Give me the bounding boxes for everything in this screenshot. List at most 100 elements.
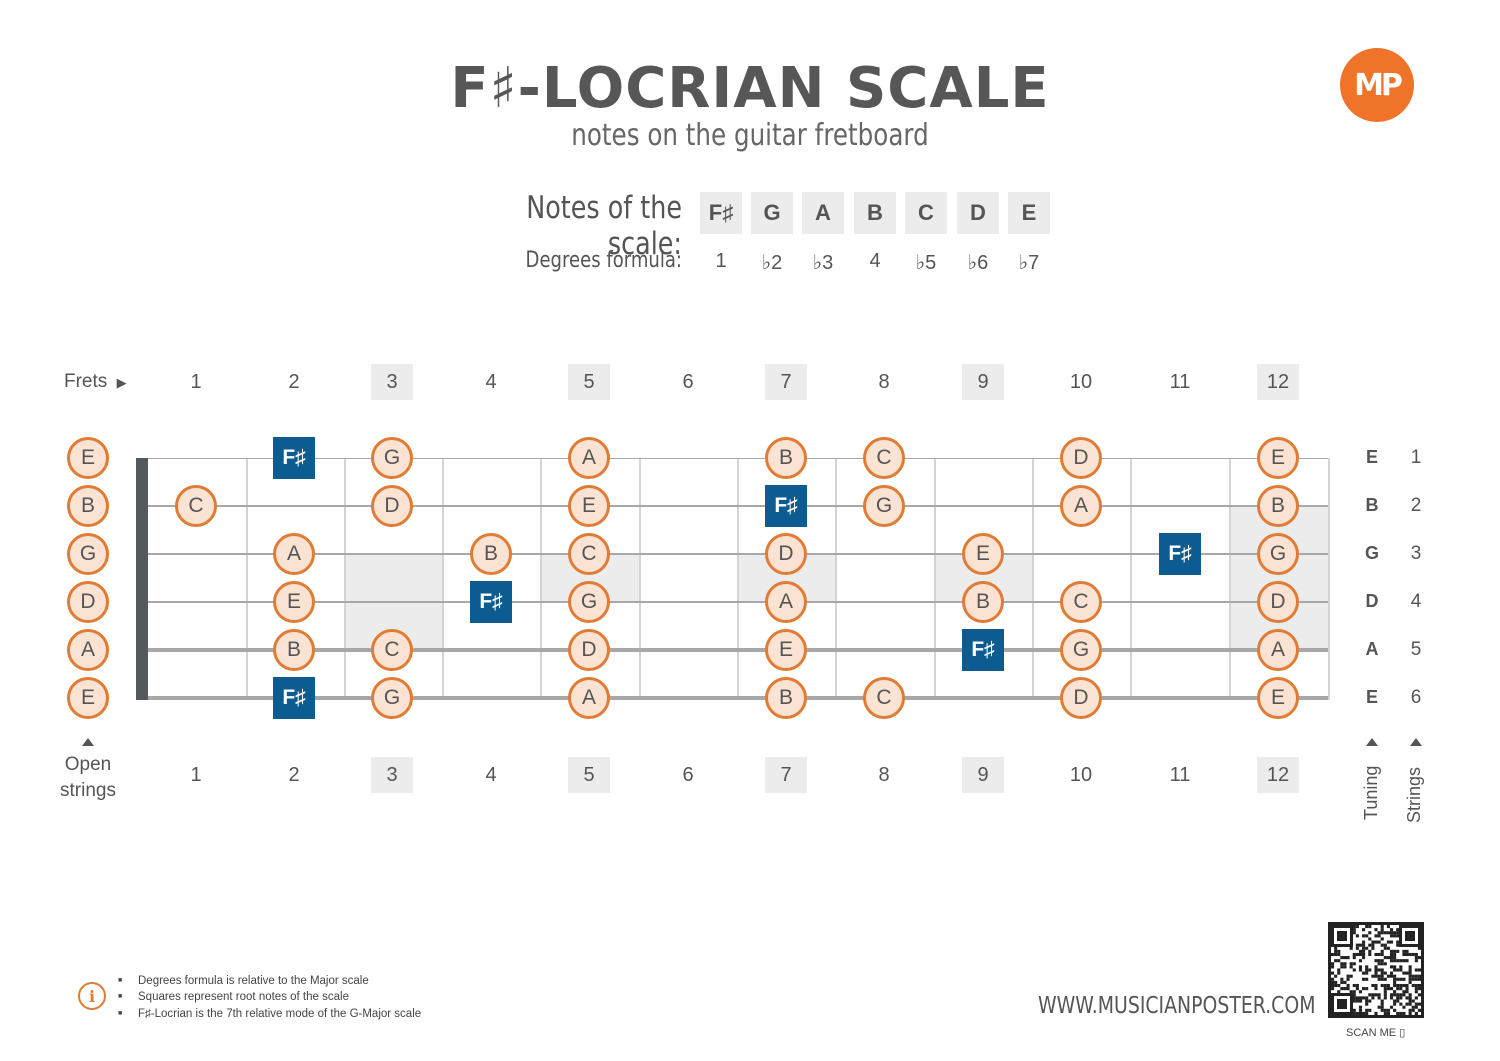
fret-number-top: 10 bbox=[1069, 370, 1093, 393]
page-title: F♯-LOCRIAN SCALE bbox=[450, 56, 1050, 121]
scale-note-circle: C bbox=[371, 629, 413, 671]
root-note-square: F♯ bbox=[273, 437, 315, 479]
degree-value: 4 bbox=[869, 250, 881, 272]
website-link[interactable]: WWW.MUSICIANPOSTER.COM bbox=[1038, 993, 1316, 1019]
scale-note-circle: C bbox=[863, 677, 905, 719]
scale-note-circle: D bbox=[568, 629, 610, 671]
scale-note-box: F♯ bbox=[700, 192, 742, 234]
scale-note-circle: D bbox=[765, 533, 807, 575]
open-strings-label-line1: Open bbox=[64, 754, 112, 775]
scale-note-circle: E bbox=[962, 533, 1004, 575]
fret-wire bbox=[934, 458, 936, 700]
tuning-note: E bbox=[1365, 687, 1378, 707]
fret-number-bottom: 9 bbox=[962, 757, 1004, 793]
scale-note-circle: D bbox=[1257, 581, 1299, 623]
scale-note-box: G bbox=[751, 192, 793, 234]
fret-number-top: 1 bbox=[190, 370, 202, 393]
tuning-label: Tuning bbox=[1361, 765, 1381, 820]
scale-note-circle: D bbox=[1060, 437, 1102, 479]
fret-number-top: 7 bbox=[765, 364, 807, 400]
fret-number-top: 8 bbox=[878, 370, 890, 393]
tuning-note: G bbox=[1364, 543, 1379, 563]
scan-me-label: SCAN ME ▯ bbox=[1346, 1026, 1405, 1039]
open-string-note: D bbox=[67, 581, 109, 623]
scale-note-box: E bbox=[1008, 192, 1050, 234]
fret-number-bottom: 2 bbox=[288, 763, 300, 786]
root-note-square: F♯ bbox=[1159, 533, 1201, 575]
fret-number-bottom: 3 bbox=[371, 757, 413, 793]
fret-number-bottom: 7 bbox=[765, 757, 807, 793]
footnote-item: Degrees formula is relative to the Major… bbox=[118, 973, 421, 989]
play-arrow-icon: ▶ bbox=[116, 375, 127, 390]
frets-label-text: Frets bbox=[64, 371, 108, 392]
scale-note-circle: A bbox=[273, 533, 315, 575]
scale-note-circle: B bbox=[765, 677, 807, 719]
scale-note-circle: E bbox=[273, 581, 315, 623]
musicianposter-logo: MP bbox=[1340, 48, 1414, 122]
guitar-string bbox=[136, 648, 1328, 652]
scale-note-circle: G bbox=[371, 677, 413, 719]
open-string-note: G bbox=[67, 533, 109, 575]
string-number: 1 bbox=[1410, 447, 1422, 468]
tuning-note: A bbox=[1365, 639, 1379, 659]
open-strings-label-line2: strings bbox=[60, 780, 116, 801]
footnote-item: Squares represent root notes of the scal… bbox=[118, 989, 421, 1005]
tuning-note: D bbox=[1365, 591, 1379, 611]
open-strings-label: Open strings bbox=[48, 752, 128, 804]
fret-wire bbox=[246, 458, 248, 700]
degree-value: ♭5 bbox=[915, 252, 937, 274]
fret-inlay-shade bbox=[1229, 506, 1328, 650]
guitar-string bbox=[136, 457, 1328, 459]
tuning-note: E bbox=[1365, 447, 1378, 467]
fret-number-bottom: 10 bbox=[1069, 763, 1093, 786]
frets-label: Frets ▶ bbox=[64, 371, 127, 393]
scale-note-circle: B bbox=[273, 629, 315, 671]
phone-icon: ▯ bbox=[1399, 1027, 1406, 1039]
string-number: 5 bbox=[1410, 639, 1422, 660]
info-icon: i bbox=[78, 982, 106, 1010]
fret-wire bbox=[737, 458, 739, 700]
degree-value: ♭2 bbox=[761, 252, 783, 274]
open-string-note: B bbox=[67, 485, 109, 527]
fret-number-bottom: 12 bbox=[1257, 757, 1299, 793]
guitar-string bbox=[136, 552, 1328, 556]
string-number: 4 bbox=[1410, 591, 1422, 612]
fret-number-top: 12 bbox=[1257, 364, 1299, 400]
scale-note-circle: B bbox=[962, 581, 1004, 623]
root-note-square: F♯ bbox=[765, 485, 807, 527]
fret-wire bbox=[442, 458, 444, 700]
open-string-note: A bbox=[67, 629, 109, 671]
scale-note-circle: A bbox=[1060, 485, 1102, 527]
degree-value: 1 bbox=[715, 250, 727, 272]
scale-note-box: C bbox=[905, 192, 947, 234]
scale-note-circle: G bbox=[568, 581, 610, 623]
degree-value: ♭6 bbox=[967, 252, 989, 274]
footnote-item: F♯-Locrian is the 7th relative mode of t… bbox=[118, 1006, 421, 1022]
fret-number-top: 9 bbox=[962, 364, 1004, 400]
root-note-square: F♯ bbox=[962, 629, 1004, 671]
open-string-note: E bbox=[67, 677, 109, 719]
scale-note-circle: C bbox=[1060, 581, 1102, 623]
scale-note-circle: B bbox=[765, 437, 807, 479]
fret-wire bbox=[835, 458, 837, 700]
scale-note-circle: E bbox=[1257, 437, 1299, 479]
guitar-string bbox=[136, 600, 1328, 604]
scale-note-box: A bbox=[802, 192, 844, 234]
fret-number-bottom: 6 bbox=[682, 763, 694, 786]
tuning-note: B bbox=[1365, 495, 1379, 515]
fret-wire bbox=[540, 458, 542, 700]
fret-number-top: 11 bbox=[1169, 370, 1191, 393]
scale-note-circle: G bbox=[371, 437, 413, 479]
scale-note-circle: C bbox=[568, 533, 610, 575]
scale-note-circle: E bbox=[765, 629, 807, 671]
degree-value: ♭7 bbox=[1018, 252, 1040, 274]
fret-number-bottom: 5 bbox=[568, 757, 610, 793]
degree-value: ♭3 bbox=[812, 252, 834, 274]
footnotes-list: Degrees formula is relative to the Major… bbox=[118, 973, 421, 1022]
string-number: 3 bbox=[1410, 543, 1422, 564]
fret-number-bottom: 4 bbox=[485, 763, 497, 786]
scale-note-circle: A bbox=[765, 581, 807, 623]
scale-note-circle: G bbox=[1257, 533, 1299, 575]
strings-label: Strings bbox=[1404, 766, 1424, 823]
fret-wire bbox=[639, 458, 641, 700]
